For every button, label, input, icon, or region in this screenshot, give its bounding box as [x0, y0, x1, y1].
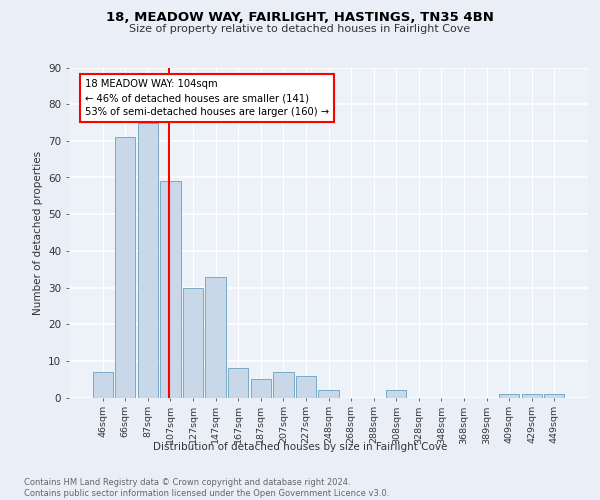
Bar: [251, 379, 271, 398]
Bar: [183, 288, 203, 398]
Text: Contains HM Land Registry data © Crown copyright and database right 2024.
Contai: Contains HM Land Registry data © Crown c…: [24, 478, 389, 498]
Bar: [228, 368, 248, 398]
Bar: [115, 137, 136, 398]
Bar: [205, 276, 226, 398]
Bar: [499, 394, 519, 398]
Bar: [160, 181, 181, 398]
Bar: [92, 372, 113, 398]
Bar: [521, 394, 542, 398]
Text: Size of property relative to detached houses in Fairlight Cove: Size of property relative to detached ho…: [130, 24, 470, 34]
Y-axis label: Number of detached properties: Number of detached properties: [32, 150, 43, 314]
Bar: [138, 122, 158, 398]
Bar: [386, 390, 406, 398]
Text: 18 MEADOW WAY: 104sqm
← 46% of detached houses are smaller (141)
53% of semi-det: 18 MEADOW WAY: 104sqm ← 46% of detached …: [85, 79, 329, 117]
Bar: [319, 390, 338, 398]
Bar: [296, 376, 316, 398]
Text: Distribution of detached houses by size in Fairlight Cove: Distribution of detached houses by size …: [153, 442, 447, 452]
Bar: [544, 394, 565, 398]
Bar: [273, 372, 293, 398]
Text: 18, MEADOW WAY, FAIRLIGHT, HASTINGS, TN35 4BN: 18, MEADOW WAY, FAIRLIGHT, HASTINGS, TN3…: [106, 11, 494, 24]
